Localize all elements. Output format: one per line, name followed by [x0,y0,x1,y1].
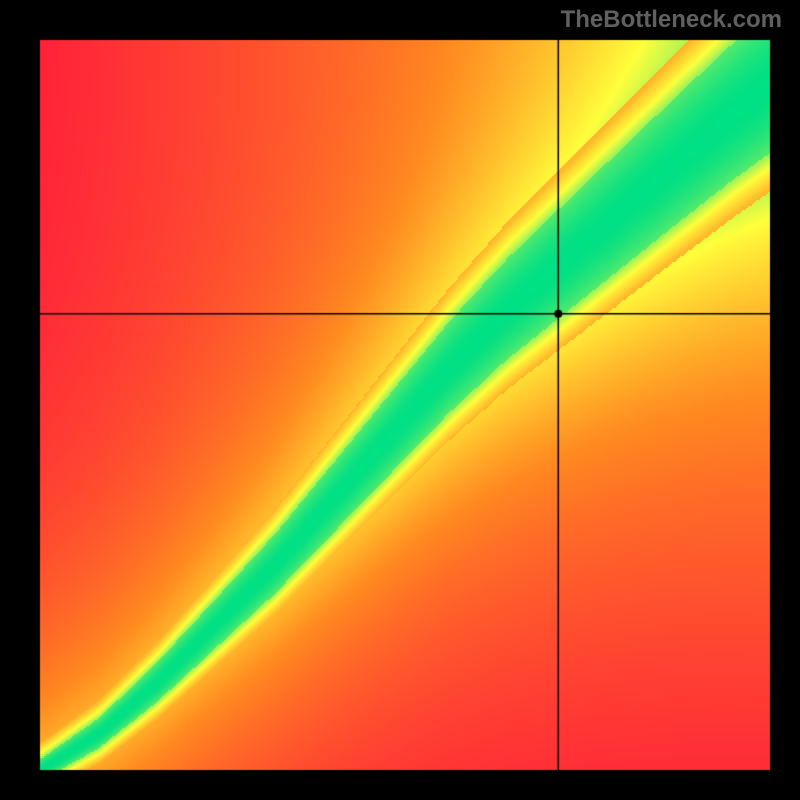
chart-container: TheBottleneck.com [0,0,800,800]
heatmap-canvas [0,0,800,800]
watermark-text: TheBottleneck.com [561,6,782,34]
